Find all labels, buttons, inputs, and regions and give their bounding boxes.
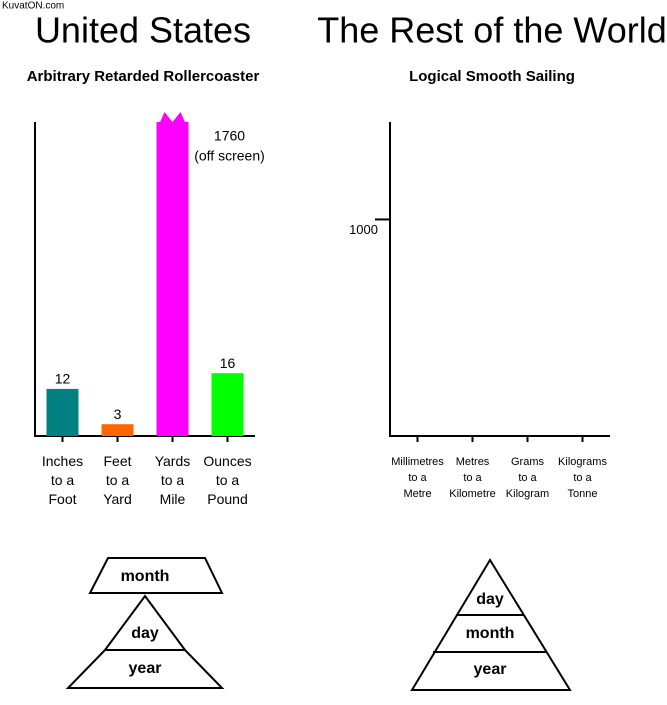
level-shape xyxy=(410,558,572,691)
level-label: day xyxy=(131,625,159,642)
level-label: day xyxy=(476,591,504,608)
x-tick-label: Millimetres to a Metre xyxy=(391,456,444,500)
level-label: year xyxy=(129,660,162,677)
heading: The Rest of the World xyxy=(317,10,667,51)
bar xyxy=(457,219,489,436)
watermark: KuvatON.com xyxy=(2,1,64,12)
x-tick-label: Grams to a Kilogram xyxy=(506,456,549,500)
annotation: (off screen) xyxy=(194,148,265,164)
data-label: 16 xyxy=(220,355,236,371)
bar xyxy=(101,424,134,436)
chart-title: Logical Smooth Sailing xyxy=(409,68,575,85)
x-tick-label: Inches to a Foot xyxy=(42,453,83,507)
heading: United States xyxy=(35,10,251,51)
chart-title: Arbitrary Retarded Rollercoaster xyxy=(27,68,260,85)
bar xyxy=(156,122,189,436)
data-label: 1760 xyxy=(214,128,245,144)
off-screen-spike xyxy=(156,112,189,130)
y-tick-label: 1000 xyxy=(349,222,378,237)
x-tick-label: Metres to a Kilometre xyxy=(449,456,495,500)
bar xyxy=(211,373,244,436)
data-label: 3 xyxy=(114,406,122,422)
level-shape xyxy=(65,649,225,689)
level-label: month xyxy=(121,568,170,585)
x-tick-label: Kilograms to a Tonne xyxy=(558,456,607,500)
level-shape xyxy=(88,557,224,594)
bar xyxy=(402,219,434,436)
bar xyxy=(512,219,544,436)
bar xyxy=(46,388,79,436)
data-label: 12 xyxy=(55,371,71,387)
bars xyxy=(402,219,599,436)
x-tick-label: Yards to a Mile xyxy=(155,453,191,507)
bars xyxy=(46,122,244,436)
x-tick-label: Feet to a Yard xyxy=(103,453,132,507)
x-tick-label: Ounces to a Pound xyxy=(203,453,251,507)
level-label: year xyxy=(474,661,507,678)
level-label: month xyxy=(466,625,515,642)
bar xyxy=(567,219,599,436)
